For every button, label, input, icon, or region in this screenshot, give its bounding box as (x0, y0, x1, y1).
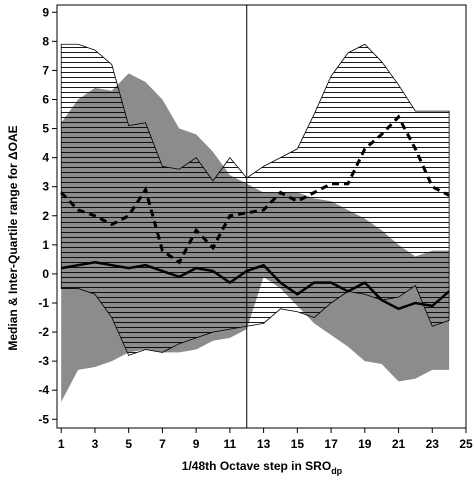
y-tick-label: -4 (38, 383, 49, 397)
x-tick-label: 11 (224, 437, 237, 451)
median-line (60, 114, 450, 265)
x-axis-label: 1/48th Octave step in SROdp (182, 459, 343, 476)
x-tick-label: 17 (324, 437, 338, 451)
y-tick-label: 9 (42, 5, 49, 19)
y-tick-label: -2 (38, 325, 49, 339)
y-tick-label: 7 (42, 63, 49, 77)
plot-frame (56, 4, 467, 429)
median-line (61, 261, 450, 311)
y-tick-label: 3 (42, 180, 49, 194)
x-tick-label: 15 (291, 437, 305, 451)
x-tick-label: 25 (459, 437, 473, 451)
x-axis-label-sub: dp (331, 466, 342, 476)
y-tick-label: -3 (38, 354, 49, 368)
x-tick-label: 1 (58, 437, 65, 451)
y-tick-label: -5 (38, 412, 49, 426)
x-tick-label: 9 (193, 437, 200, 451)
y-axis-label: Median & Inter-Quartile range for ΔOAE (6, 125, 20, 350)
x-tick-label: 13 (257, 437, 271, 451)
x-tick-label: 5 (125, 437, 132, 451)
x-axis-label-main: 1/48th Octave step in SRO (182, 459, 331, 473)
y-tick-label: 6 (42, 92, 49, 106)
y-tick-label: 2 (42, 209, 49, 223)
y-tick-label: 1 (42, 238, 49, 252)
y-tick-label: 0 (42, 267, 49, 281)
y-tick-label: 5 (42, 122, 49, 136)
x-tick-label: 21 (392, 437, 406, 451)
y-tick-label: 8 (42, 34, 49, 48)
x-tick-label: 19 (358, 437, 372, 451)
x-tick-label: 3 (92, 437, 99, 451)
x-tick-label: 23 (426, 437, 440, 451)
y-tick-label: -1 (38, 296, 49, 310)
iqr-band (60, 43, 450, 356)
x-tick-label: 7 (159, 437, 166, 451)
y-tick-label: 4 (42, 151, 49, 165)
